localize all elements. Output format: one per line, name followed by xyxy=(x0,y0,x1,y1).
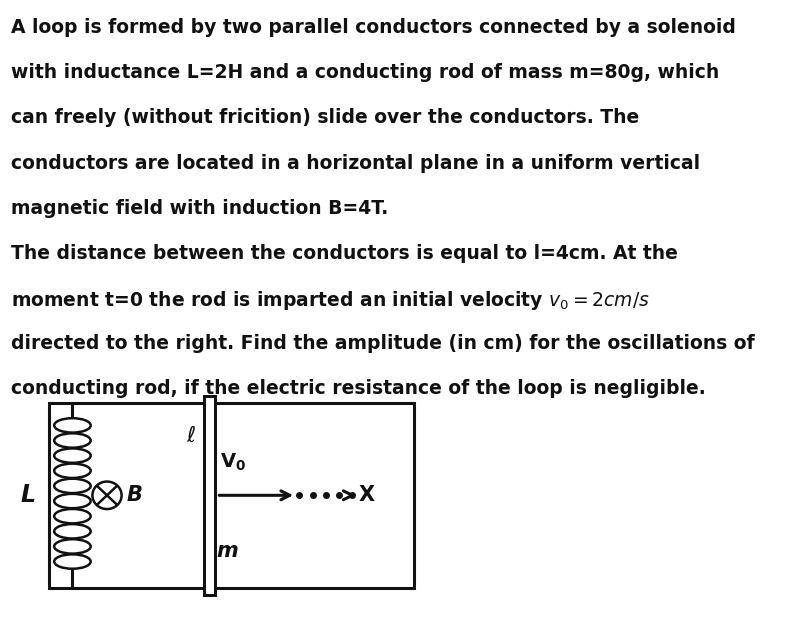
Ellipse shape xyxy=(54,479,90,493)
Text: The distance between the conductors is equal to l=4cm. At the: The distance between the conductors is e… xyxy=(10,244,678,262)
Text: B: B xyxy=(127,485,142,505)
Ellipse shape xyxy=(54,464,90,478)
Ellipse shape xyxy=(54,540,90,553)
Bar xyxy=(50,403,414,587)
Text: L: L xyxy=(21,483,35,507)
Text: magnetic field with induction B=4T.: magnetic field with induction B=4T. xyxy=(10,199,388,218)
Text: X: X xyxy=(359,485,375,505)
Text: with inductance L=2H and a conducting rod of mass m=80g, which: with inductance L=2H and a conducting ro… xyxy=(10,64,719,83)
Circle shape xyxy=(93,481,122,509)
Ellipse shape xyxy=(54,494,90,508)
Bar xyxy=(205,396,215,595)
Text: $\mathbf{V_0}$: $\mathbf{V_0}$ xyxy=(220,452,246,473)
Text: moment t=0 the rod is imparted an initial velocity $v_0 = 2cm/s$: moment t=0 the rod is imparted an initia… xyxy=(10,288,650,312)
Text: conductors are located in a horizontal plane in a uniform vertical: conductors are located in a horizontal p… xyxy=(10,153,700,172)
Ellipse shape xyxy=(54,555,90,569)
Ellipse shape xyxy=(54,449,90,463)
Ellipse shape xyxy=(54,418,90,433)
Text: directed to the right. Find the amplitude (in cm) for the oscillations of: directed to the right. Find the amplitud… xyxy=(10,334,754,353)
Text: $\ell$: $\ell$ xyxy=(186,426,197,446)
Bar xyxy=(205,396,215,595)
Ellipse shape xyxy=(54,524,90,538)
Text: can freely (without fricition) slide over the conductors. The: can freely (without fricition) slide ove… xyxy=(10,109,639,127)
Text: conducting rod, if the electric resistance of the loop is negligible.: conducting rod, if the electric resistan… xyxy=(10,379,706,398)
Ellipse shape xyxy=(54,509,90,523)
Text: A loop is formed by two parallel conductors connected by a solenoid: A loop is formed by two parallel conduct… xyxy=(10,18,736,37)
Text: m: m xyxy=(216,541,238,561)
Ellipse shape xyxy=(54,433,90,448)
